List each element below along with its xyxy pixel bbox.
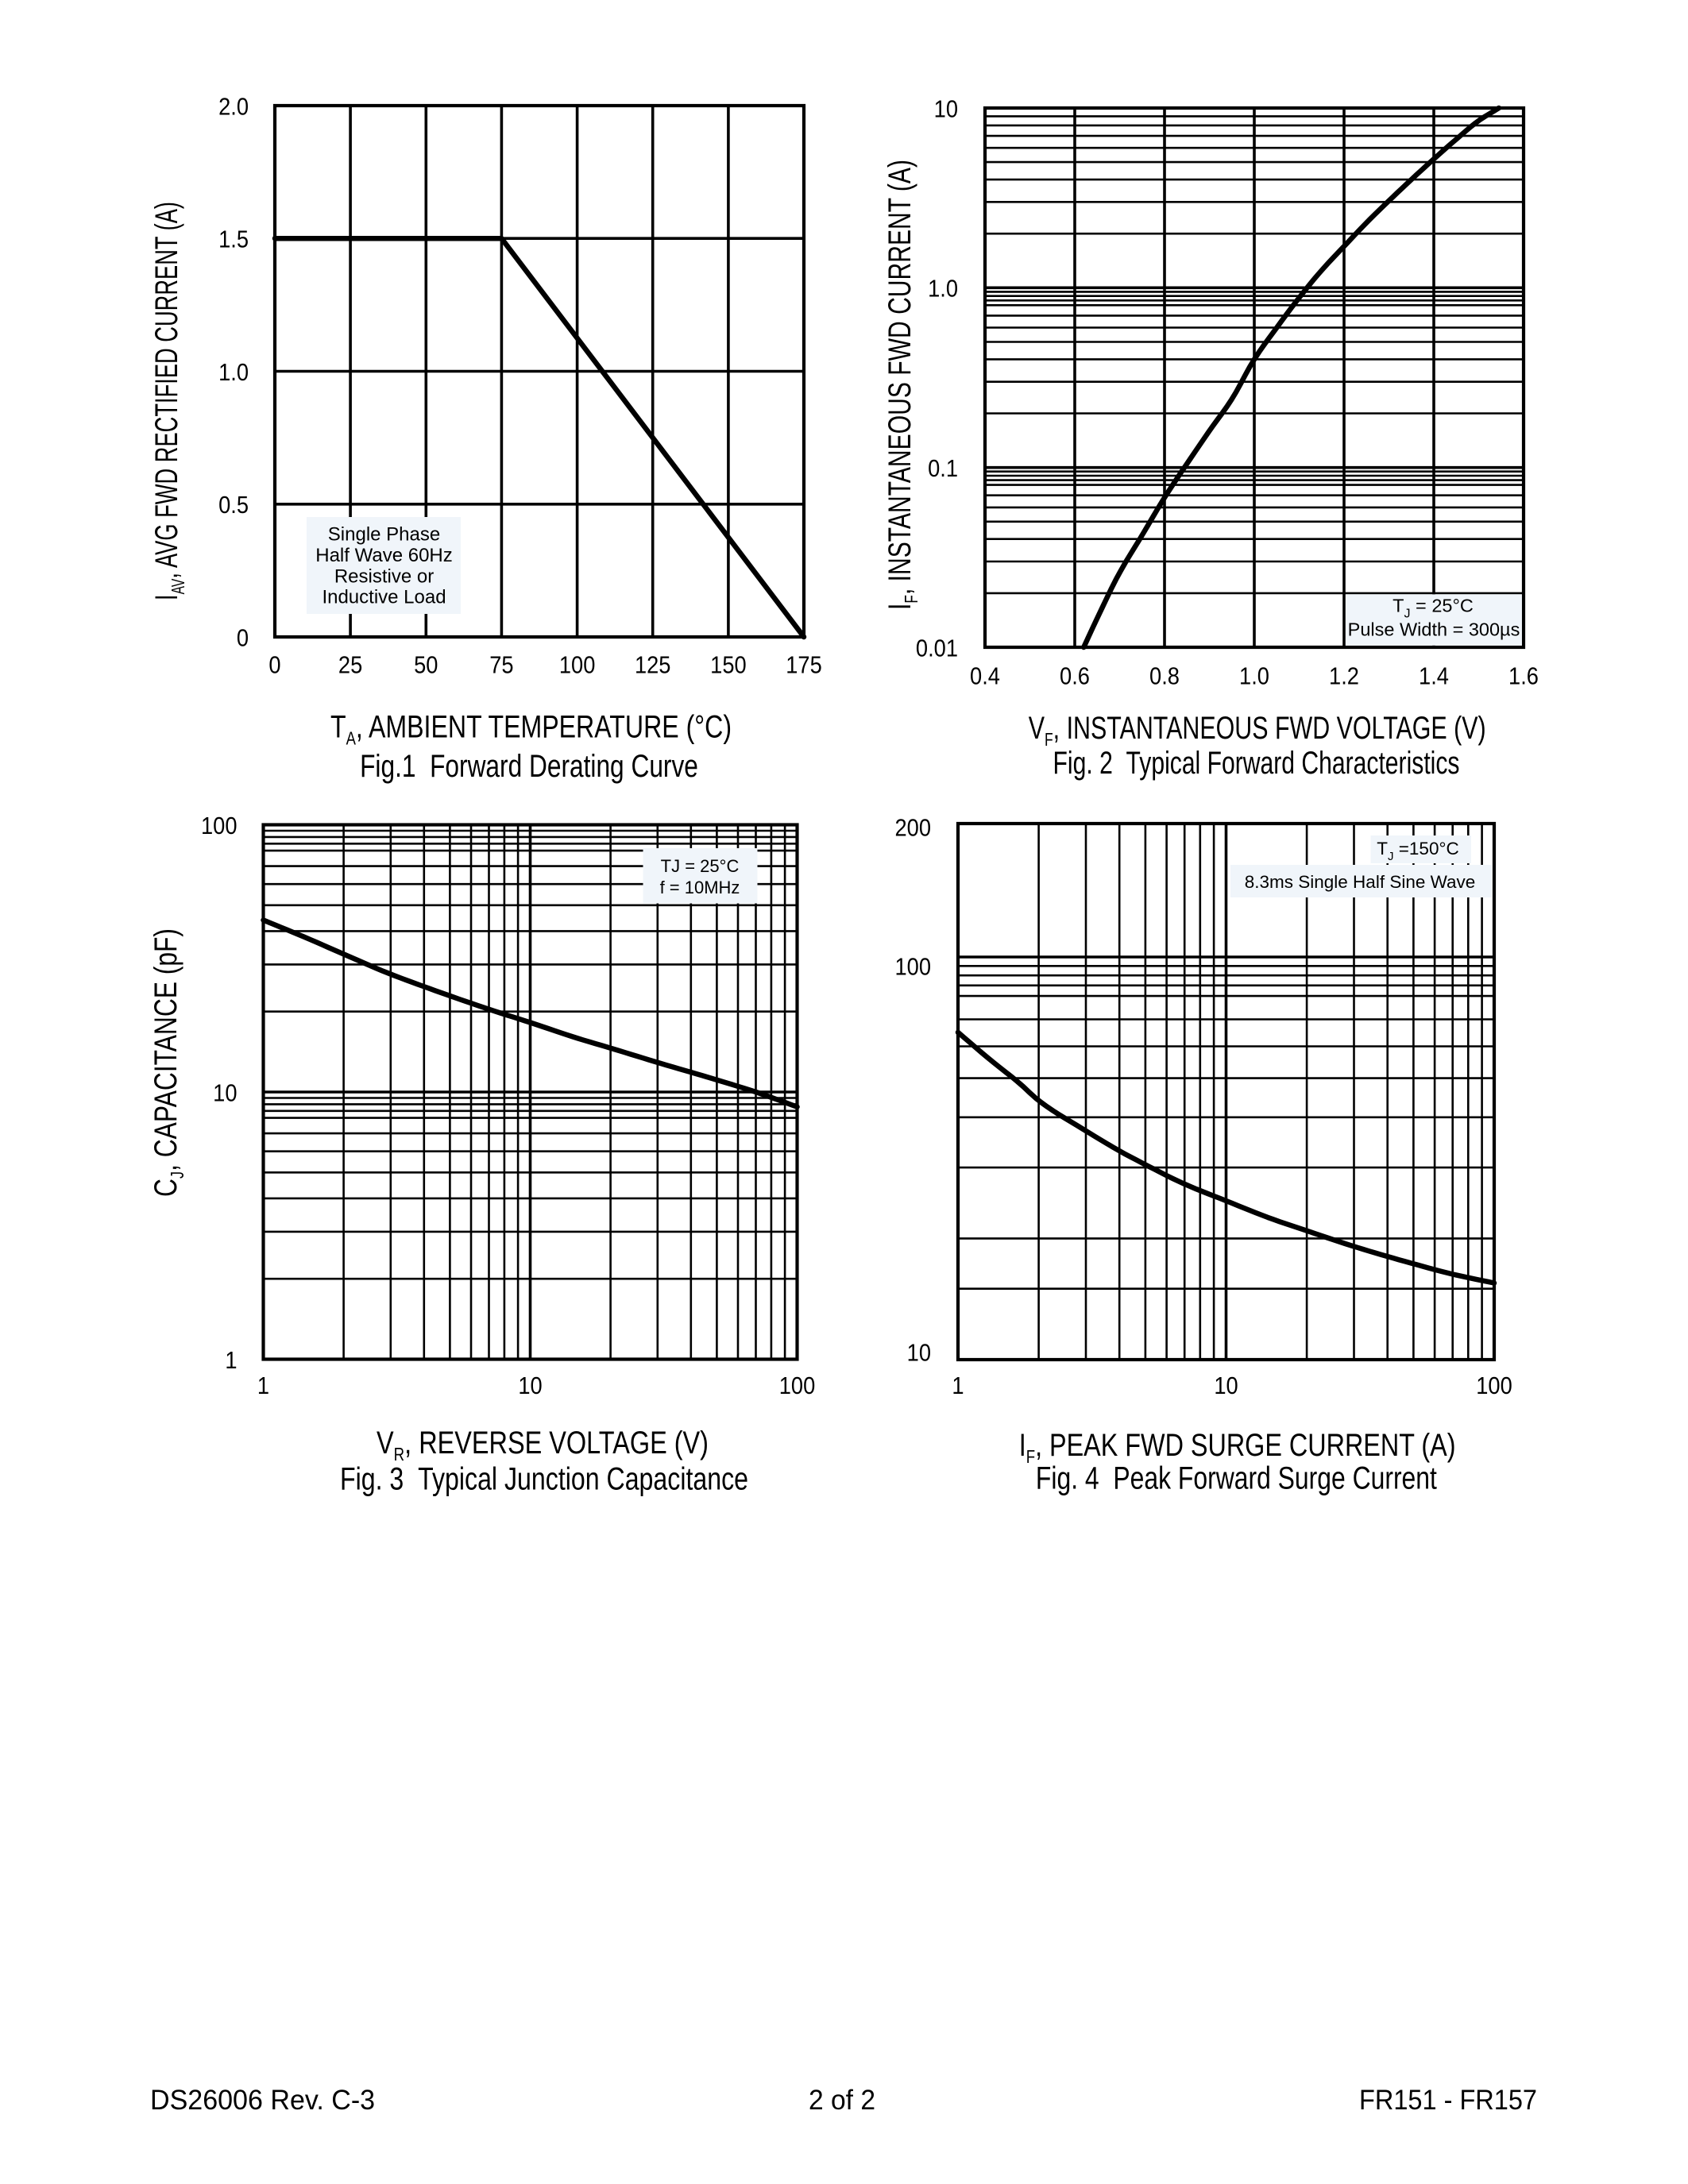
svg-text:VF, INSTANTANEOUS FWD VOLTAGE: VF, INSTANTANEOUS FWD VOLTAGE (V)	[1029, 710, 1486, 751]
svg-text:DS26006 Rev. C-3: DS26006 Rev. C-3	[150, 2086, 375, 2116]
svg-text:10: 10	[907, 1340, 931, 1367]
svg-text:1: 1	[257, 1372, 269, 1399]
svg-text:0: 0	[237, 625, 249, 652]
svg-text:10: 10	[1214, 1372, 1238, 1399]
svg-text:VR, REVERSE VOLTAGE (V): VR, REVERSE VOLTAGE (V)	[377, 1425, 709, 1465]
svg-text:175: 175	[786, 652, 822, 679]
svg-text:1.6: 1.6	[1508, 663, 1539, 690]
svg-text:125: 125	[635, 652, 671, 679]
svg-text:Pulse Width = 300µs: Pulse Width = 300µs	[1348, 619, 1520, 640]
svg-text:200: 200	[894, 815, 931, 842]
svg-text:Fig.1 Forward Derating Curve: Fig.1 Forward Derating Curve	[360, 748, 698, 784]
svg-text:IAV, AVG FWD RECTIFIED CURRENT: IAV, AVG FWD RECTIFIED CURRENT (A)	[149, 202, 189, 600]
svg-text:FR151 - FR157: FR151 - FR157	[1359, 2085, 1537, 2116]
svg-text:Fig. 2 Typical Forward Charac: Fig. 2 Typical Forward Characteristics	[1053, 745, 1460, 781]
svg-text:1: 1	[225, 1347, 237, 1374]
svg-text:1.0: 1.0	[928, 276, 958, 303]
svg-text:Single Phase: Single Phase	[328, 524, 440, 546]
svg-text:100: 100	[201, 812, 238, 839]
svg-text:1: 1	[952, 1372, 964, 1399]
svg-text:IF, INSTANTANEOUS FWD CURRENT: IF, INSTANTANEOUS FWD CURRENT (A)	[883, 160, 922, 610]
svg-text:150: 150	[710, 652, 747, 679]
svg-text:100: 100	[894, 954, 931, 981]
svg-text:1.0: 1.0	[218, 359, 249, 386]
svg-text:100: 100	[1476, 1372, 1512, 1399]
svg-text:TA, AMBIENT TEMPERATURE (°C): TA, AMBIENT TEMPERATURE (°C)	[330, 708, 732, 749]
svg-text:1.0: 1.0	[1239, 663, 1269, 690]
svg-text:IF, PEAK FWD SURGE CURRENT (A): IF, PEAK FWD SURGE CURRENT (A)	[1019, 1427, 1456, 1468]
svg-text:1.5: 1.5	[218, 226, 249, 253]
svg-text:Resistive or: Resistive or	[334, 565, 434, 587]
svg-text:0.5: 0.5	[218, 492, 249, 519]
svg-text:2.0: 2.0	[218, 94, 249, 121]
svg-text:0: 0	[268, 652, 280, 679]
svg-text:10: 10	[518, 1372, 542, 1399]
svg-text:50: 50	[414, 652, 438, 679]
svg-text:25: 25	[338, 652, 362, 679]
svg-text:0.1: 0.1	[928, 455, 958, 482]
svg-text:8.3ms Single Half Sine Wave: 8.3ms Single Half Sine Wave	[1245, 872, 1476, 892]
svg-text:0.4: 0.4	[970, 663, 1000, 690]
svg-text:Inductive Load: Inductive Load	[322, 587, 446, 608]
svg-text:100: 100	[559, 652, 596, 679]
svg-text:10: 10	[213, 1080, 237, 1107]
svg-text:2 of 2: 2 of 2	[809, 2085, 875, 2116]
svg-text:0.8: 0.8	[1149, 663, 1180, 690]
svg-text:0.6: 0.6	[1060, 663, 1090, 690]
svg-text:1.2: 1.2	[1329, 663, 1359, 690]
svg-text:75: 75	[489, 652, 513, 679]
svg-text:Fig. 4 Peak Forward Surge Cur: Fig. 4 Peak Forward Surge Current	[1036, 1460, 1437, 1495]
svg-text:Half Wave 60Hz: Half Wave 60Hz	[315, 545, 453, 566]
svg-text:Fig. 3 Typical Junction Capac: Fig. 3 Typical Junction Capacitance	[340, 1461, 748, 1496]
svg-text:10: 10	[934, 96, 958, 123]
svg-text:1.4: 1.4	[1419, 663, 1449, 690]
svg-text:CJ, CAPACITANCE (pF): CJ, CAPACITANCE (pF)	[147, 928, 187, 1197]
svg-text:100: 100	[779, 1372, 816, 1399]
svg-text:f = 10MHz: f = 10MHz	[660, 878, 740, 897]
svg-text:TJ = 25°C: TJ = 25°C	[661, 856, 740, 876]
svg-text:0.01: 0.01	[916, 635, 958, 662]
